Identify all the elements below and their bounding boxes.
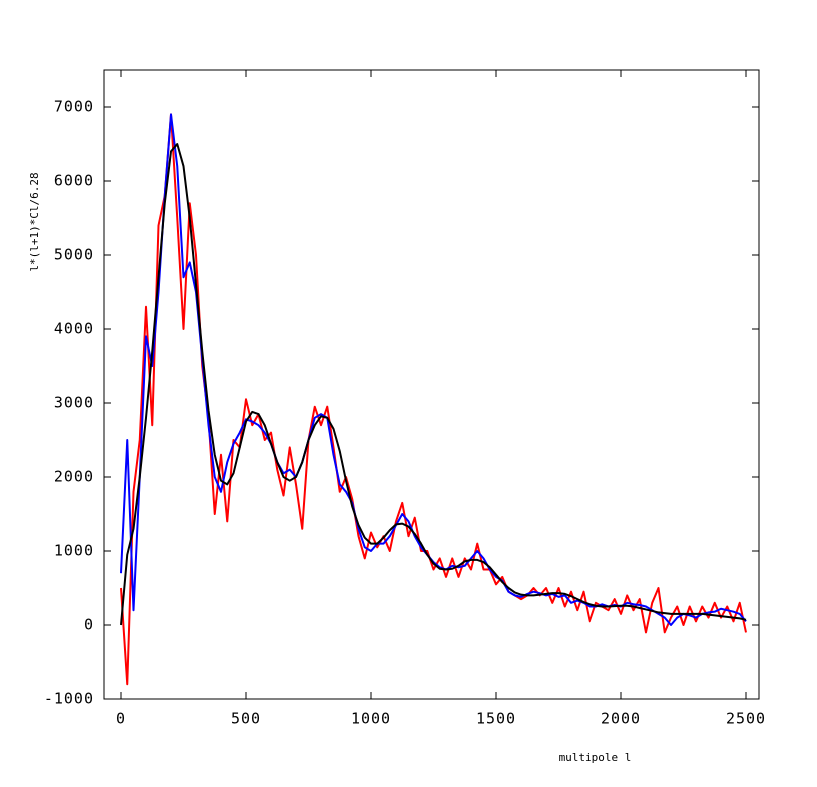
- series-line: [120, 113, 747, 626]
- y-tick-label: 5000: [54, 246, 94, 264]
- y-tick-label: 4000: [54, 320, 94, 338]
- series-line: [120, 143, 747, 626]
- y-tick-label: 2000: [54, 468, 94, 486]
- x-tick-label: 0: [116, 710, 126, 728]
- x-tick-label: 2000: [601, 710, 641, 728]
- y-tick-label: 3000: [54, 394, 94, 412]
- x-tick-label: 1500: [476, 710, 516, 728]
- plot-frame: [103, 69, 760, 700]
- x-tick-label: 1000: [351, 710, 391, 728]
- y-tick-label: -1000: [44, 690, 94, 708]
- series-line: [120, 113, 747, 686]
- y-tick-label: 6000: [54, 172, 94, 190]
- x-tick-label: 2500: [726, 710, 766, 728]
- y-tick-label: 7000: [54, 98, 94, 116]
- x-axis-label: multipole l: [559, 751, 632, 764]
- y-tick-label: 0: [84, 616, 94, 634]
- x-tick-label: 500: [231, 710, 261, 728]
- y-axis-label: l*(l+1)*Cl/6.28: [28, 172, 41, 271]
- y-tick-label: 1000: [54, 542, 94, 560]
